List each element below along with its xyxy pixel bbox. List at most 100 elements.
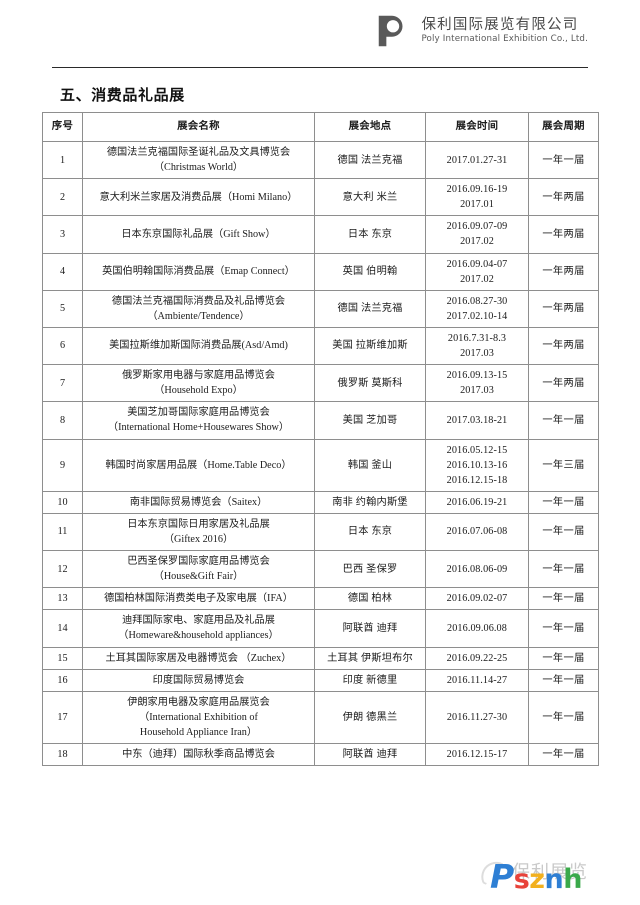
watermark-letter-z: z [529, 864, 545, 895]
cell-location: 美国 拉斯维加斯 [314, 326, 426, 366]
brand-name-en: Poly International Exhibition Co., Ltd. [421, 34, 588, 45]
table-header-row: 序号 展会名称 展会地点 展会时间 展会周期 [42, 112, 599, 142]
cell-exhibition-name-line: 土耳其国际家居及电器博览会 （Zuchex） [105, 652, 292, 664]
cell-frequency: 一年两届 [528, 215, 599, 254]
column-header-cycle: 展会周期 [528, 112, 599, 142]
cell-no-line: 7 [59, 377, 66, 389]
cell-date-line: 2017.03 [460, 385, 494, 397]
cell-exhibition-name: 俄罗斯家用电器与家庭用品博览会 （Household Expo） [82, 364, 315, 403]
cell-date-line: 2016.11.27-30 [446, 711, 508, 723]
cell-date: 2016.06.19-21 [425, 490, 529, 514]
cell-frequency: 一年一届 [528, 668, 599, 692]
cell-no: 10 [42, 490, 83, 514]
cell-exhibition-name-line: （International Exhibition of [139, 711, 258, 723]
cell-no: 11 [42, 512, 83, 552]
cell-no-line: 18 [57, 749, 68, 760]
cell-no: 14 [42, 609, 83, 648]
page-header: 保利国际展览有限公司 Poly International Exhibition… [0, 0, 640, 68]
table-body: 1 德国法兰克福国际圣诞礼品及文具博览会 （Christmas World） 德国 法… [42, 140, 599, 767]
cell-location: 韩国 釜山 [314, 438, 426, 492]
brand-block: 保利国际展览有限公司 Poly International Exhibition… [374, 12, 588, 50]
watermark-letter-p: P [490, 857, 514, 896]
table-row: 8 美国芝加哥国际家庭用品博览会 （International Home+House… [42, 401, 599, 440]
cell-frequency: 一年一届 [528, 550, 599, 589]
cell-frequency: 一年三届 [528, 438, 599, 492]
cell-no: 4 [42, 252, 83, 291]
cell-exhibition-name: 美国芝加哥国际家庭用品博览会 （International Home+Housew… [82, 401, 315, 440]
table-row: 13 德国柏林国际消费类电子及家电展（IFA） 德国 柏林 2016.09.02-07… [42, 587, 599, 611]
cell-no: 13 [42, 587, 83, 611]
cell-date: 2016.09.13-15 2017.03 [425, 364, 529, 403]
page-title: 五、消费品礼品展 [60, 88, 185, 104]
table-row: 6 美国拉斯维加斯国际消费品展(Asd/Amd) 美国 拉斯维加斯 2016.7.31… [42, 326, 599, 366]
cell-date-line: 2016.08.06-09 [446, 563, 508, 575]
cell-frequency-line: 一年两届 [542, 266, 585, 278]
cell-no-line: 5 [59, 303, 66, 315]
cell-date-line: 2017.02.10-14 [446, 310, 508, 322]
cell-frequency: 一年一届 [528, 490, 599, 514]
cell-location-line: 德国 法兰克福 [337, 303, 403, 315]
cell-exhibition-name-line: Household Appliance Iran） [139, 726, 258, 738]
cell-exhibition-name-line: 迪拜国际家电、家庭用品及礼品展 [122, 615, 275, 627]
cell-no: 3 [42, 215, 83, 254]
cell-exhibition-name: 德国柏林国际消费类电子及家电展（IFA） [82, 587, 315, 611]
cell-exhibition-name: 德国法兰克福国际消费品及礼品博览会 （Ambiente/Tendence） [82, 289, 315, 328]
cell-location: 德国 法兰克福 [314, 140, 426, 180]
cell-no: 1 [42, 140, 83, 180]
watermark: 保利展览 Psznh [477, 856, 628, 898]
cell-no: 12 [42, 550, 83, 589]
cell-date-line: 2016.09.13-15 [446, 370, 508, 382]
cell-exhibition-name: 意大利米兰家居及消费品展（Homi Milano） [82, 178, 315, 217]
cell-location-line: 日本 东京 [347, 228, 393, 240]
table-row: 12 巴西圣保罗国际家庭用品博览会 （House&Gift Fair） 巴西 圣保罗 2… [42, 550, 599, 589]
cell-exhibition-name-line: 德国柏林国际消费类电子及家电展（IFA） [104, 593, 293, 605]
cell-exhibition-name: 土耳其国际家居及电器博览会 （Zuchex） [82, 646, 315, 670]
cell-date: 2016.12.15-17 [425, 742, 529, 767]
cell-location-line: 德国 法兰克福 [337, 154, 403, 166]
watermark-letter-s: s [513, 864, 530, 895]
cell-date-line: 2017.02 [460, 273, 494, 285]
cell-exhibition-name-line: 日本东京国际礼品展（Gift Show） [121, 228, 276, 240]
cell-location-line: 阿联酋 迪拜 [342, 622, 398, 634]
cell-date-line: 2016.10.13-16 [446, 459, 508, 471]
cell-location-line: 德国 柏林 [347, 593, 393, 605]
cell-no-line: 17 [57, 711, 68, 723]
cell-location: 日本 东京 [314, 512, 426, 552]
cell-frequency: 一年两届 [528, 178, 599, 217]
table-row: 1 德国法兰克福国际圣诞礼品及文具博览会 （Christmas World） 德国 法… [42, 140, 599, 180]
cell-date-line: 2017.03.18-21 [446, 414, 508, 426]
cell-date-line: 2016.05.12-15 [446, 444, 508, 456]
cell-location: 南非 约翰内斯堡 [314, 490, 426, 514]
cell-no: 16 [42, 668, 83, 692]
cell-exhibition-name-line: 日本东京国际日用家居及礼品展 [127, 518, 270, 530]
cell-location-line: 意大利 米兰 [342, 191, 398, 203]
cell-date: 2017.03.18-21 [425, 401, 529, 440]
cell-frequency-line: 一年两届 [542, 228, 585, 240]
cell-location-line: 巴西 圣保罗 [342, 563, 398, 575]
cell-exhibition-name: 迪拜国际家电、家庭用品及礼品展 （Homeware&household appli… [82, 609, 315, 648]
watermark-letter-h: h [563, 864, 582, 895]
cell-exhibition-name-line: 中东（迪拜）国际秋季商品博览会 [122, 749, 275, 760]
cell-exhibition-name-line: （Ambiente/Tendence） [147, 310, 250, 322]
cell-date: 2016.08.06-09 [425, 550, 529, 589]
cell-frequency-line: 一年一届 [542, 622, 585, 634]
table-row: 4 英国伯明翰国际消费品展（Emap Connect） 英国 伯明翰 2016.09.… [42, 252, 599, 291]
table-row: 17 伊朗家用电器及家庭用品展览会 （International Exhibitio… [42, 690, 599, 745]
cell-date: 2016.11.27-30 [425, 690, 529, 745]
cell-date-line: 2016.09.07-09 [446, 221, 508, 233]
cell-no: 6 [42, 326, 83, 366]
cell-frequency: 一年一届 [528, 512, 599, 552]
table-row: 10 南非国际贸易博览会（Saitex） 南非 约翰内斯堡 2016.06.19-21… [42, 490, 599, 514]
cell-no: 17 [42, 690, 83, 745]
cell-date-line: 2016.11.14-27 [446, 674, 508, 686]
cell-location-line: 印度 新德里 [342, 674, 398, 686]
cell-location: 伊朗 德黑兰 [314, 690, 426, 745]
cell-frequency-line: 一年一届 [542, 674, 585, 686]
cell-location: 俄罗斯 莫斯科 [314, 364, 426, 403]
cell-frequency: 一年两届 [528, 326, 599, 366]
cell-date: 2016.7.31-8.3 2017.03 [425, 326, 529, 366]
poly-p-logo-icon [379, 15, 403, 47]
cell-frequency-line: 一年两届 [542, 377, 585, 389]
brand-text: 保利国际展览有限公司 Poly International Exhibition… [421, 17, 588, 45]
cell-date-line: 2016.08.27-30 [446, 295, 508, 307]
